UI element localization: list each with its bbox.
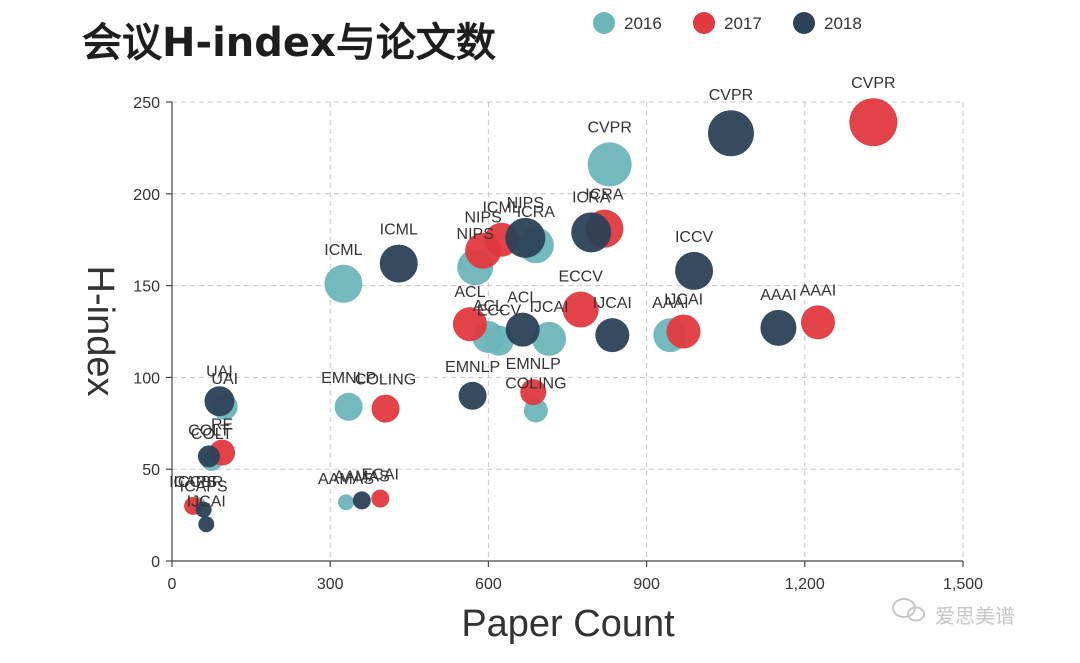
- bubble-label: ICML: [324, 242, 362, 259]
- legend-label-2016: 2016: [624, 14, 662, 33]
- bubble-2018-emnlp: [458, 381, 487, 410]
- bubble-label: CVPR: [709, 87, 753, 104]
- bubble-2017-cvpr: [849, 98, 898, 147]
- bubble-2018-icra: [571, 212, 612, 253]
- bubble-label: EMNLP: [445, 359, 500, 376]
- bubble-2017-emnlp: [520, 379, 547, 406]
- bubble-label: NIPS: [464, 210, 501, 227]
- bubble-label: COLING: [505, 375, 566, 392]
- bubble-label: AAMAS: [318, 471, 374, 488]
- bubble-2017-coling: [371, 394, 400, 423]
- y-tick-label: 0: [151, 554, 160, 571]
- bubble-2017-eccv: [562, 291, 599, 328]
- x-tick-label: 300: [317, 576, 344, 593]
- x-tick-label: 1,500: [943, 576, 983, 593]
- bubble-2018-colt: [197, 445, 220, 468]
- bubble-label: ECAI: [362, 467, 399, 484]
- bubble-label: NIPS: [507, 195, 544, 212]
- bubble-label: EMNLP: [506, 356, 561, 373]
- bubble-2016-icml: [324, 264, 363, 303]
- bubble-label: ICML: [482, 200, 520, 217]
- bubble-label: UAI: [211, 371, 238, 388]
- y-tick-label: 200: [133, 187, 160, 204]
- bubble-2018-aamas: [352, 491, 371, 510]
- legend-marker-2018: [793, 12, 815, 34]
- bubble-label: ICRA: [572, 189, 611, 206]
- bubble-label: AAMAS: [334, 468, 390, 485]
- chat-bubble-icon: [892, 598, 925, 622]
- bubble-label: ACL: [507, 290, 538, 307]
- x-tick-label: 600: [475, 576, 502, 593]
- axes: 0 50 100 150 200 250 0 300 600 900 1,200 1,500: [133, 95, 983, 593]
- bubble-2018-cvpr: [707, 110, 754, 157]
- bubble-label: UAI: [206, 363, 233, 380]
- bubble-label: ICAPS: [180, 479, 228, 496]
- bubble-2017-aaai: [800, 305, 835, 340]
- bubble-2017-acl: [452, 307, 487, 342]
- x-axis-title: Paper Count: [461, 603, 675, 645]
- bubble-label: COLT: [188, 422, 230, 439]
- bubble-2018-icml: [379, 244, 418, 283]
- legend-marker-2016: [593, 12, 615, 34]
- bubble-2016-aamas: [338, 494, 355, 511]
- bubble-label: RE: [211, 417, 233, 434]
- legend-label-2018: 2018: [824, 14, 862, 33]
- bubble-2018-aaai: [760, 309, 797, 346]
- data-bubbles: [184, 98, 898, 533]
- bubble-label: ICCBR: [173, 474, 223, 491]
- bubble-label: COLT: [191, 426, 233, 443]
- bubble-2016-cvpr: [587, 142, 632, 187]
- bubble-label: ICML: [380, 222, 418, 239]
- bubble-label: ICCV: [675, 229, 714, 246]
- bubble-2018-iccv: [675, 251, 714, 290]
- bubble-label: ICRA: [585, 187, 624, 204]
- y-tick-label: 150: [133, 279, 160, 296]
- y-tick-label: 250: [133, 95, 160, 112]
- bubble-label: ACL: [454, 284, 485, 301]
- y-tick-label: 50: [142, 462, 160, 479]
- bubble-label: COLING: [355, 372, 416, 389]
- bubble-2017-ecai: [371, 489, 390, 508]
- bubble-label: IJCAI: [187, 493, 226, 510]
- bubble-label: ICAPS: [169, 474, 217, 491]
- bubble-label: ICRA: [517, 204, 556, 221]
- chart-title: 会议H-index与论文数: [82, 20, 496, 66]
- bubble-label: ECCV: [558, 268, 603, 285]
- x-tick-label: 900: [633, 576, 660, 593]
- bubble-label: IJCAI: [529, 299, 568, 316]
- bubble-2018-ijcai: [595, 318, 630, 353]
- bubble-label: EMNLP: [321, 370, 376, 387]
- legend-label-2017: 2017: [724, 14, 762, 33]
- bubble-label: AAAI: [800, 282, 836, 299]
- bubble-label: NIPS: [457, 226, 494, 243]
- y-tick-label: 100: [133, 370, 160, 387]
- bubble-2018-uai: [204, 386, 235, 417]
- bubble-2018-acl: [505, 312, 540, 347]
- bubble-label: ACL: [473, 298, 504, 315]
- bubble-label: AAAI: [760, 287, 796, 304]
- watermark-text: 爱思美谱: [935, 604, 1015, 628]
- bubble-label: ECCV: [477, 303, 522, 320]
- legend: 2016 2017 2018: [593, 12, 862, 34]
- x-tick-label: 0: [168, 576, 177, 593]
- bubble-label: AAAI: [652, 295, 688, 312]
- bubble-label: IJCAI: [593, 295, 632, 312]
- bubble-2018-nips: [505, 217, 546, 258]
- bubble-2016-ijcai: [532, 321, 567, 356]
- bubble-label: IJCAI: [664, 292, 703, 309]
- y-axis-title: H-index: [79, 266, 121, 397]
- bubble-2018-icaps: [195, 501, 212, 518]
- bubble-label: CVPR: [851, 75, 895, 92]
- legend-marker-2017: [693, 12, 715, 34]
- bubble-label: CVPR: [587, 119, 631, 136]
- bubble-2018-ijcai: [198, 516, 215, 533]
- bubble-2016-emnlp: [334, 392, 363, 421]
- bubble-2017-ijcai: [666, 314, 701, 349]
- watermark: 爱思美谱: [892, 598, 1015, 628]
- grid: [172, 101, 964, 561]
- x-tick-label: 1,200: [785, 576, 825, 593]
